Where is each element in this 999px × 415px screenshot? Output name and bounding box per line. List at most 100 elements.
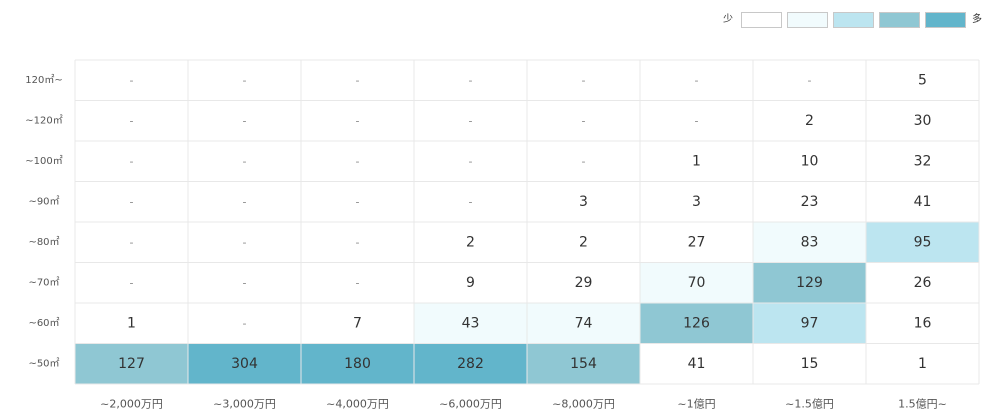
heatmap-cell xyxy=(527,222,640,263)
heatmap-cell xyxy=(414,60,527,101)
heatmap-cell xyxy=(753,100,866,141)
cell-value-label: 3 xyxy=(579,194,588,210)
cell-value-label: - xyxy=(130,236,134,249)
heatmap-cell xyxy=(866,141,979,182)
cell-value-label: 1 xyxy=(692,153,701,169)
cell-value-label: - xyxy=(356,155,360,168)
cell-value-label: 2 xyxy=(579,234,588,250)
cell-value-label: 1 xyxy=(918,356,927,372)
heatmap-cell xyxy=(866,343,979,384)
cell-value-label: - xyxy=(469,74,473,87)
cell-value-label: 41 xyxy=(914,194,932,210)
heatmap-cell xyxy=(75,303,188,344)
cell-value-label: - xyxy=(130,114,134,127)
legend-high-label: 多 xyxy=(972,14,982,25)
heatmap-cell xyxy=(753,303,866,344)
column-label: ~1億円 xyxy=(677,398,715,411)
cell-value-label: - xyxy=(243,74,247,87)
heatmap-cell xyxy=(75,343,188,384)
column-label: 1.5億円~ xyxy=(898,398,947,411)
legend: 少 多 xyxy=(723,11,982,29)
cell-value-label: 129 xyxy=(796,275,823,291)
heatmap-cell xyxy=(866,181,979,222)
column-label: ~2,000万円 xyxy=(100,398,163,411)
heatmap-cell xyxy=(753,181,866,222)
heatmap-cell xyxy=(866,303,979,344)
cell-value-label: - xyxy=(243,114,247,127)
cell-value-label: - xyxy=(243,155,247,168)
heatmap-cell xyxy=(188,181,301,222)
heatmap-cell xyxy=(75,141,188,182)
cell-value-label: - xyxy=(469,195,473,208)
row-label: ~90㎡ xyxy=(28,195,59,207)
heatmap-cell xyxy=(188,60,301,101)
row-label: ~80㎡ xyxy=(28,236,59,248)
cell-value-label: - xyxy=(695,74,699,87)
cell-value-label: - xyxy=(356,74,360,87)
row-label: ~60㎡ xyxy=(28,317,59,329)
heatmap-cell xyxy=(414,262,527,303)
cell-value-label: - xyxy=(356,276,360,289)
cell-value-label: 27 xyxy=(688,234,706,250)
heatmap-cell xyxy=(75,100,188,141)
heatmap-cell xyxy=(301,343,414,384)
cell-value-label: - xyxy=(130,195,134,208)
column-label: ~6,000万円 xyxy=(439,398,502,411)
heatmap-cell xyxy=(866,100,979,141)
cell-value-label: 41 xyxy=(688,356,706,372)
row-label: ~50㎡ xyxy=(28,357,59,369)
cell-value-label: - xyxy=(469,114,473,127)
cell-value-label: - xyxy=(582,114,586,127)
heatmap-cell xyxy=(301,303,414,344)
heatmap-cell xyxy=(301,181,414,222)
cell-value-label: 29 xyxy=(575,275,593,291)
heatmap-cell xyxy=(640,303,753,344)
cell-value-label: - xyxy=(130,276,134,289)
column-label: ~3,000万円 xyxy=(213,398,276,411)
cell-value-label: 180 xyxy=(344,356,371,372)
cell-value-label: 304 xyxy=(231,356,258,372)
cell-value-label: 1 xyxy=(127,315,136,331)
legend-low-label: 少 xyxy=(723,14,733,25)
cell-value-label: 2 xyxy=(805,113,814,129)
cell-value-label: - xyxy=(243,236,247,249)
cell-value-label: - xyxy=(695,114,699,127)
cell-value-label: 74 xyxy=(575,315,593,331)
cell-value-label: 282 xyxy=(457,356,484,372)
legend-swatch-level-4 xyxy=(879,12,920,28)
heatmap-cell xyxy=(414,141,527,182)
cell-value-label: 15 xyxy=(801,356,819,372)
heatmap-cell xyxy=(527,343,640,384)
heatmap-cell xyxy=(640,141,753,182)
cell-value-label: 43 xyxy=(462,315,480,331)
cell-value-label: 16 xyxy=(914,315,932,331)
row-label: 120㎡~ xyxy=(25,74,62,86)
cell-value-label: - xyxy=(582,74,586,87)
cell-value-label: 2 xyxy=(466,234,475,250)
heatmap-cell xyxy=(75,222,188,263)
heatmap-cell xyxy=(753,141,866,182)
heatmap-cell xyxy=(527,262,640,303)
row-label: ~100㎡ xyxy=(25,155,62,167)
heatmap-cell xyxy=(866,60,979,101)
cell-value-label: - xyxy=(582,155,586,168)
cell-value-label: 26 xyxy=(914,275,932,291)
heatmap-cell xyxy=(301,222,414,263)
heatmap-cell xyxy=(640,222,753,263)
heatmap-cell xyxy=(414,303,527,344)
heatmap-cell xyxy=(75,60,188,101)
column-label: ~4,000万円 xyxy=(326,398,389,411)
cell-value-label: - xyxy=(243,317,247,330)
heatmap-cell xyxy=(301,60,414,101)
heatmap-cell xyxy=(753,343,866,384)
heatmap-cell xyxy=(527,100,640,141)
heatmap-cell xyxy=(188,222,301,263)
cell-value-label: - xyxy=(130,74,134,87)
cell-value-label: 9 xyxy=(466,275,475,291)
heatmap-cell xyxy=(753,222,866,263)
heatmap-cell xyxy=(527,141,640,182)
heatmap-cell xyxy=(640,262,753,303)
heatmap-cell xyxy=(640,181,753,222)
cell-value-label: - xyxy=(130,155,134,168)
cell-value-label: 10 xyxy=(801,153,819,169)
